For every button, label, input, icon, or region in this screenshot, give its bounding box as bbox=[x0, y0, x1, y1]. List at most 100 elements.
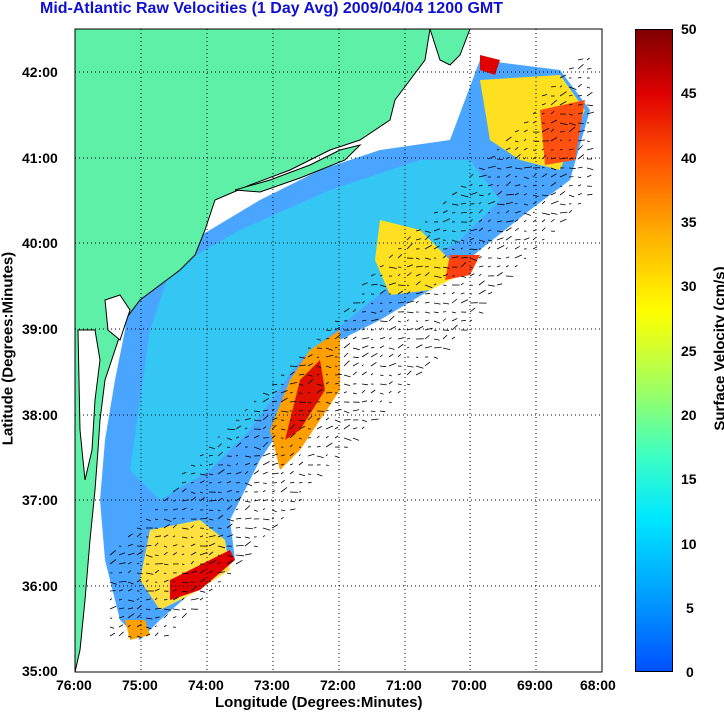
velocity-arrow bbox=[235, 554, 244, 557]
velocity-arrow bbox=[487, 265, 491, 268]
velocity-arrow bbox=[118, 589, 124, 592]
velocity-arrow bbox=[433, 283, 437, 286]
velocity-arrow bbox=[127, 607, 134, 610]
velocity-arrow bbox=[586, 167, 594, 170]
velocity-arrow bbox=[271, 424, 277, 430]
velocity-arrow bbox=[262, 518, 270, 521]
velocity-arrow bbox=[577, 58, 584, 61]
velocity-arrow bbox=[172, 552, 178, 556]
velocity-arrow bbox=[334, 435, 339, 439]
velocity-arrow bbox=[541, 148, 544, 151]
velocity-arrow bbox=[181, 527, 189, 530]
velocity-arrow bbox=[154, 509, 158, 511]
velocity-arrow bbox=[271, 524, 279, 529]
velocity-arrow bbox=[298, 446, 302, 448]
velocity-arrow bbox=[136, 605, 142, 610]
velocity-arrow bbox=[127, 581, 134, 585]
velocity-arrow bbox=[289, 423, 296, 430]
velocity-arrow bbox=[145, 598, 151, 601]
velocity-arrow bbox=[163, 608, 171, 611]
velocity-arrow bbox=[244, 455, 252, 458]
velocity-arrow bbox=[253, 419, 262, 422]
velocity-arrow bbox=[415, 265, 423, 268]
lon-tick-label: 75:00 bbox=[122, 677, 158, 693]
velocity-arrow bbox=[217, 491, 222, 494]
velocity-arrow bbox=[172, 580, 175, 583]
velocity-arrow bbox=[208, 542, 216, 547]
velocity-arrow bbox=[226, 446, 231, 448]
colorbar-tick-label: 50 bbox=[681, 21, 697, 37]
velocity-arrow bbox=[496, 283, 503, 286]
velocity-arrow bbox=[505, 201, 514, 205]
velocity-arrow bbox=[415, 291, 424, 295]
velocity-arrow bbox=[460, 262, 467, 268]
velocity-arrow bbox=[532, 201, 537, 205]
velocity-arrow bbox=[379, 284, 387, 288]
velocity-arrow bbox=[577, 76, 582, 79]
velocity-arrow bbox=[478, 167, 485, 171]
velocity-arrow bbox=[262, 397, 270, 403]
velocity-arrow bbox=[523, 147, 528, 151]
velocity-arrow bbox=[235, 527, 241, 529]
velocity-arrow bbox=[127, 635, 132, 638]
velocity-arrow bbox=[181, 517, 185, 520]
velocity-arrow bbox=[478, 280, 485, 286]
velocity-arrow bbox=[514, 202, 518, 205]
velocity-arrow bbox=[181, 613, 187, 619]
velocity-arrow bbox=[487, 239, 493, 242]
velocity-arrow bbox=[523, 237, 530, 241]
velocity-arrow bbox=[226, 481, 232, 484]
velocity-arrow bbox=[442, 274, 448, 277]
velocity-arrow bbox=[577, 184, 582, 187]
velocity-arrow bbox=[451, 291, 455, 295]
velocity-arrow bbox=[496, 237, 504, 241]
velocity-arrow bbox=[217, 451, 223, 457]
velocity-arrow bbox=[190, 491, 196, 494]
velocity-arrow bbox=[289, 444, 293, 448]
colorbar-tick-label: 10 bbox=[681, 536, 697, 552]
velocity-arrow bbox=[406, 284, 410, 287]
velocity-arrow bbox=[478, 174, 487, 178]
velocity-arrow bbox=[550, 86, 556, 88]
velocity-arrow bbox=[406, 300, 415, 304]
velocity-arrow bbox=[118, 562, 126, 565]
colorbar-tick-label: 0 bbox=[686, 664, 694, 680]
velocity-arrow bbox=[199, 597, 204, 601]
velocity-arrow bbox=[163, 497, 169, 502]
velocity-arrow bbox=[199, 569, 206, 574]
velocity-arrow bbox=[163, 634, 169, 637]
velocity-arrow bbox=[586, 91, 593, 97]
velocity-arrow bbox=[541, 112, 545, 115]
velocity-arrow bbox=[505, 227, 512, 232]
velocity-arrow bbox=[172, 596, 179, 601]
velocity-arrow bbox=[388, 266, 397, 269]
velocity-arrow bbox=[136, 527, 142, 530]
velocity-arrow bbox=[316, 426, 322, 430]
velocity-arrow bbox=[379, 327, 383, 331]
velocity-arrow bbox=[433, 228, 441, 232]
y-axis-label: Latitude (Degrees:Minutes) bbox=[0, 251, 17, 446]
velocity-arrow bbox=[433, 320, 441, 324]
lat-tick-label: 40:00 bbox=[22, 235, 58, 251]
velocity-arrow bbox=[325, 464, 329, 466]
velocity-arrow bbox=[244, 482, 253, 487]
velocity-arrow bbox=[208, 446, 216, 450]
velocity-arrow bbox=[109, 550, 116, 556]
velocity-arrow bbox=[523, 129, 528, 133]
velocity-arrow bbox=[181, 507, 187, 511]
velocity-arrow bbox=[244, 500, 251, 503]
colorbar-tick-label: 30 bbox=[681, 278, 697, 294]
velocity-arrow bbox=[352, 409, 360, 412]
velocity-arrow bbox=[109, 626, 115, 629]
velocity-arrow bbox=[361, 426, 365, 430]
velocity-arrow bbox=[415, 356, 419, 358]
velocity-arrow bbox=[325, 365, 332, 369]
velocity-arrow bbox=[316, 388, 324, 394]
velocity-arrow bbox=[559, 131, 565, 133]
colorbar-tick-label: 5 bbox=[686, 600, 694, 616]
velocity-arrow bbox=[541, 154, 547, 160]
lon-tick-label: 70:00 bbox=[451, 677, 487, 693]
velocity-arrow bbox=[451, 311, 456, 314]
velocity-arrow bbox=[568, 122, 576, 126]
velocity-arrow bbox=[154, 535, 161, 538]
